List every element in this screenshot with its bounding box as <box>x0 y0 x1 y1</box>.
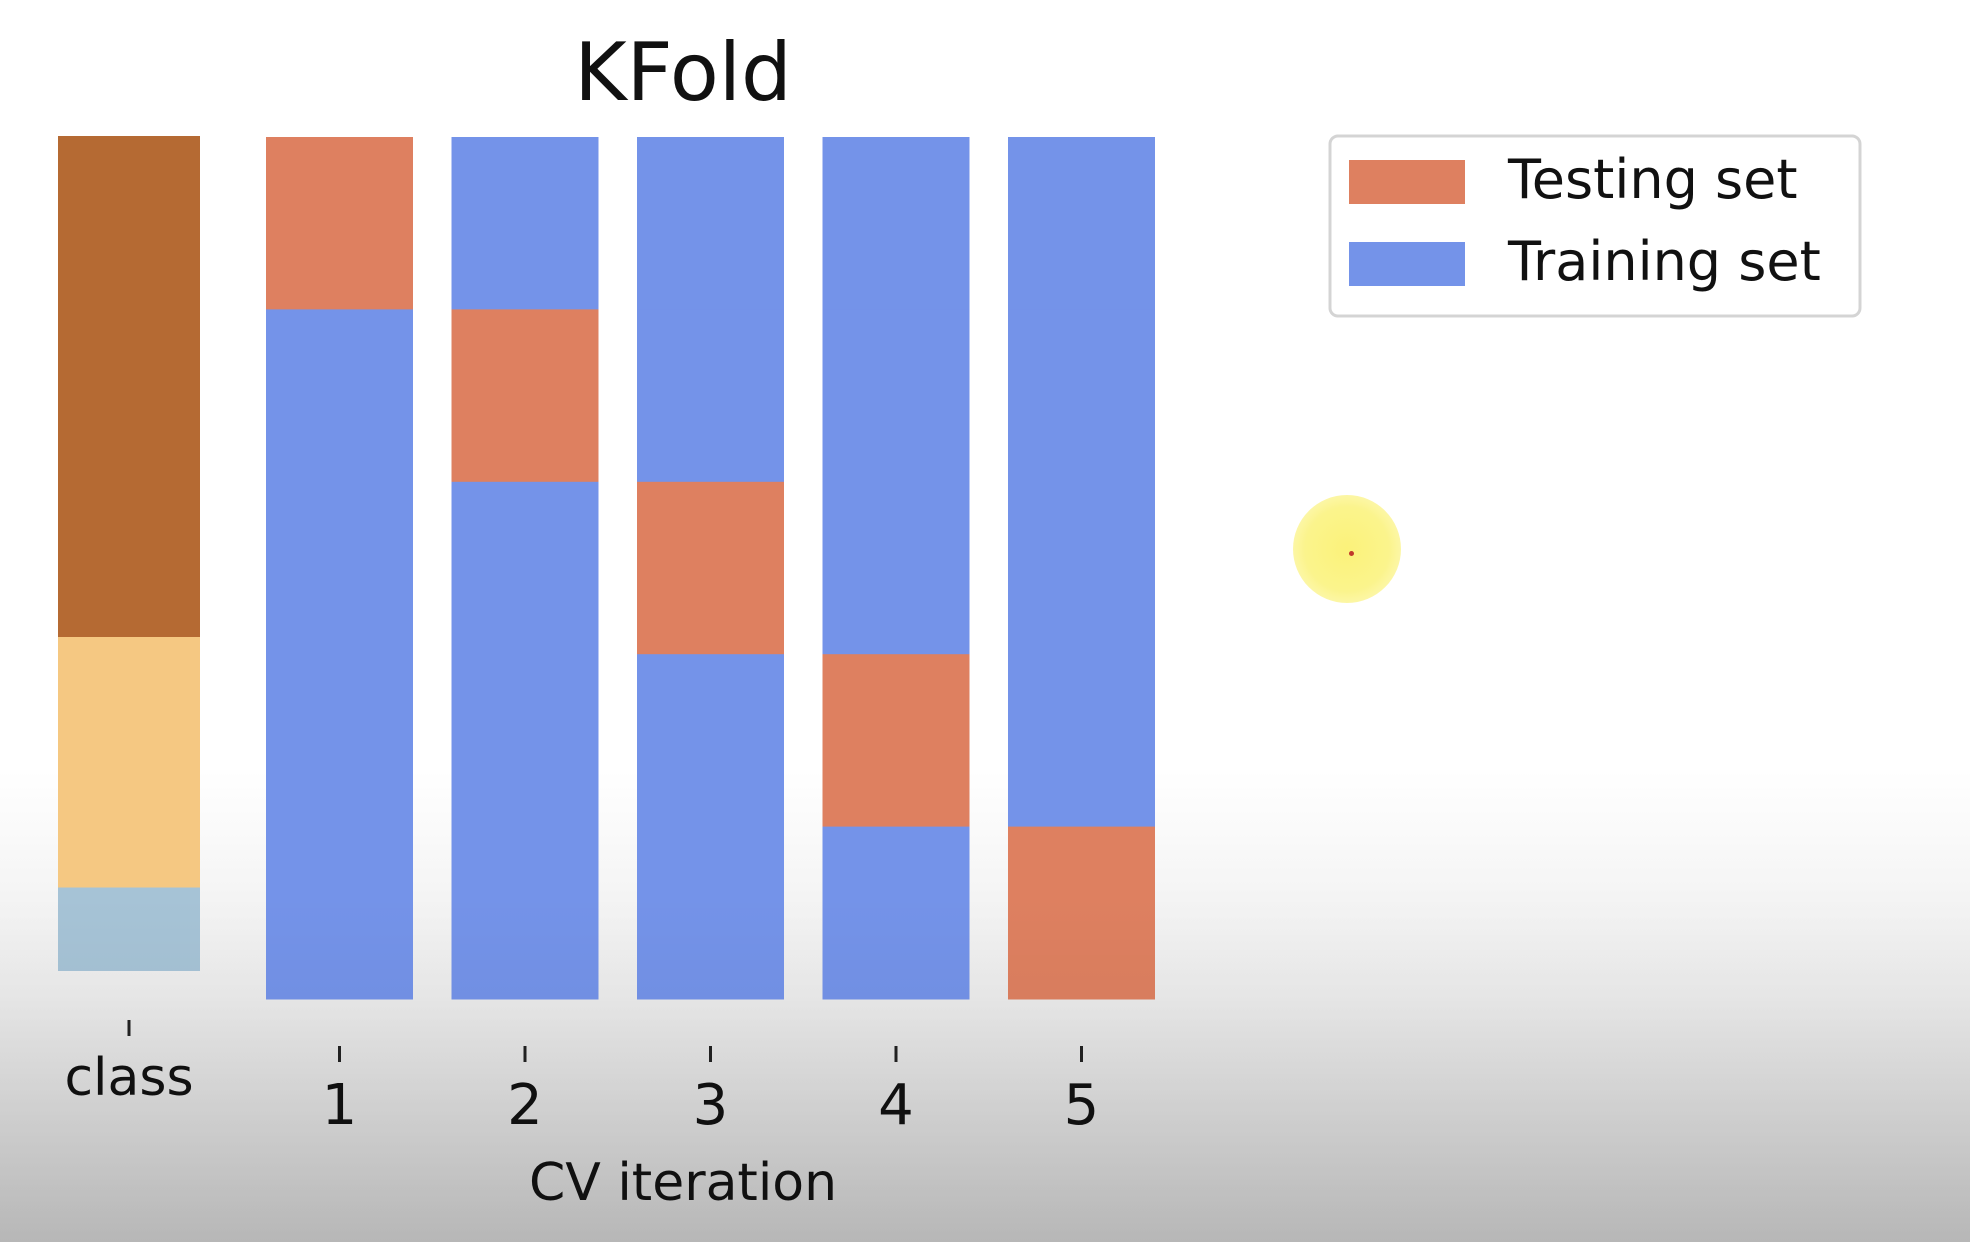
training-segment-3-5 <box>637 826 784 1000</box>
cv-bars <box>266 137 1155 1000</box>
cursor-highlight <box>1293 495 1401 603</box>
training-segment-4-5 <box>822 826 970 1000</box>
tick-label-class: class <box>64 1048 193 1108</box>
tick-label-4: 4 <box>878 1073 914 1138</box>
legend: Testing set Training set <box>1328 134 1862 318</box>
training-segment-2-1 <box>451 137 599 310</box>
chart-title: KFold <box>574 26 792 119</box>
class-segment-1 <box>58 136 200 637</box>
legend-swatch-1 <box>1349 160 1465 204</box>
tick-label-5: 5 <box>1064 1073 1100 1138</box>
training-segment-1-5 <box>266 826 413 1000</box>
class-column <box>58 136 200 971</box>
x-axis-label: CV iteration <box>529 1153 837 1213</box>
tick-label-3: 3 <box>693 1073 729 1138</box>
training-segment-4-1 <box>822 137 970 310</box>
class-segment-3 <box>58 887 200 971</box>
training-segment-2-3 <box>451 481 599 655</box>
training-segment-3-1 <box>637 137 784 310</box>
testing-segment-3-3 <box>637 481 784 655</box>
legend-swatch-2 <box>1349 242 1465 286</box>
testing-segment-1-1 <box>266 137 413 310</box>
testing-segment-2-2 <box>451 309 599 483</box>
training-segment-2-4 <box>451 654 599 828</box>
training-segment-3-2 <box>637 309 784 483</box>
tick-label-1: 1 <box>322 1073 358 1138</box>
tick-label-2: 2 <box>507 1073 543 1138</box>
training-segment-1-3 <box>266 481 413 655</box>
class-segment-2 <box>58 637 200 888</box>
training-segment-4-2 <box>822 309 970 483</box>
training-segment-5-1 <box>1008 137 1155 310</box>
x-axis-ticks: class 1 2 3 4 5 <box>64 1020 1099 1138</box>
testing-segment-5-5 <box>1008 826 1155 1000</box>
legend-label-2: Training set <box>1507 230 1821 293</box>
training-segment-4-3 <box>822 481 970 655</box>
training-segment-1-4 <box>266 654 413 828</box>
testing-segment-4-4 <box>822 654 970 828</box>
training-segment-5-2 <box>1008 309 1155 483</box>
training-segment-1-2 <box>266 309 413 483</box>
training-segment-3-4 <box>637 654 784 828</box>
training-segment-2-5 <box>451 826 599 1000</box>
cursor-pointer-icon <box>1349 551 1354 556</box>
training-segment-5-3 <box>1008 481 1155 655</box>
training-segment-5-4 <box>1008 654 1155 828</box>
legend-label-1: Testing set <box>1507 148 1798 211</box>
